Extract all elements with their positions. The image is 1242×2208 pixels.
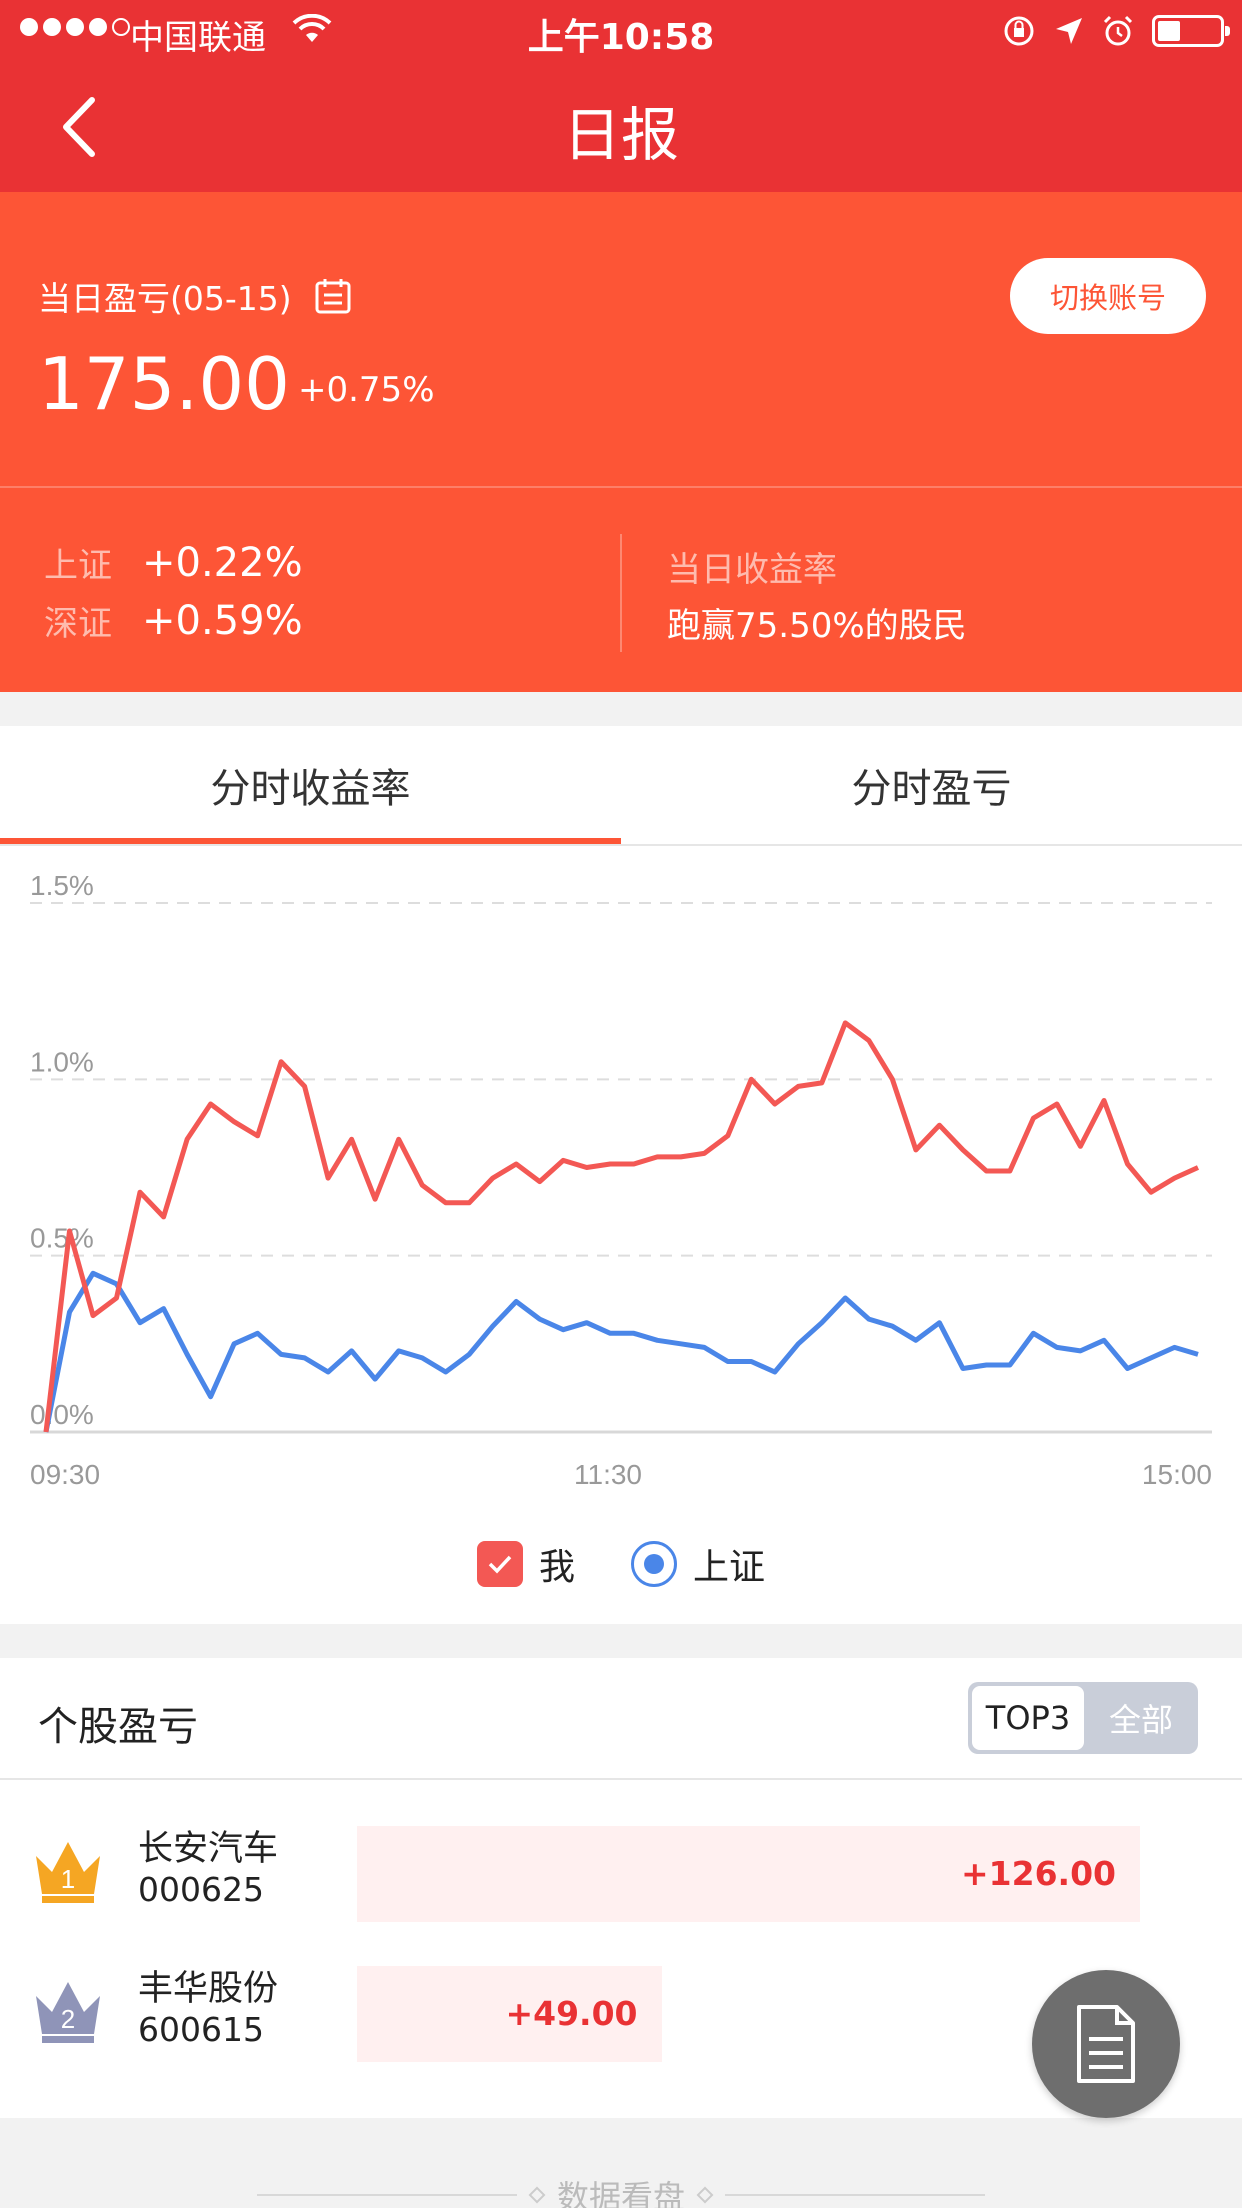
pnl-bar: [357, 1966, 662, 2062]
segment-all[interactable]: 全部: [1108, 1701, 1173, 1739]
pnl-value: +126.00: [961, 1854, 1116, 1893]
y-tick-label: 0.0%: [30, 1399, 94, 1430]
checkbox-checked-icon[interactable]: [476, 1541, 523, 1587]
series-line: [43, 1020, 1200, 1433]
index-sz-name: 深证: [44, 604, 112, 644]
rank-number: 1: [61, 1864, 75, 1894]
daily-summary: 当日盈亏(05-15) 175.00 +0.75% 切换账号 上证 +0.22%…: [0, 192, 1242, 692]
daily-pnl-label-row: 当日盈亏(05-15): [38, 272, 352, 320]
footer-label-text: 数据看盘: [556, 2178, 685, 2208]
x-tick-label: 15:00: [1142, 1459, 1212, 1490]
legend-label-me: 我: [538, 1547, 575, 1588]
footer-section-label: 数据看盘: [0, 2172, 1242, 2208]
legend-item-me[interactable]: 我: [476, 1538, 575, 1590]
index-sz-value: +0.59%: [142, 597, 303, 644]
index-sh-value: +0.22%: [142, 539, 303, 586]
stock-code: 600615: [138, 2010, 264, 2049]
index-sz-row: 深证 +0.59%: [44, 596, 303, 645]
switch-account-button[interactable]: 切换账号: [1010, 258, 1206, 334]
x-tick-label: 11:30: [574, 1459, 642, 1490]
stock-pnl-title: 个股盈亏: [38, 1704, 198, 1750]
intraday-chart-card: 分时收益率 分时盈亏 0.0% 0.5% 1.0% 1.5% 09:30 11:30 15:…: [0, 726, 1242, 1624]
daily-pnl-value: 175.00: [38, 342, 290, 426]
back-arrow-icon[interactable]: [50, 92, 110, 162]
report-fab-button[interactable]: [1032, 1970, 1180, 2118]
stock-list-divider: [0, 1778, 1242, 1780]
tab-intraday-return[interactable]: 分时收益率: [210, 766, 411, 812]
summary-vertical-divider: [620, 534, 622, 652]
daily-pnl-percent: +0.75%: [298, 370, 435, 410]
index-sh-name: 上证: [44, 546, 112, 586]
stock-code: 000625: [138, 1870, 264, 1909]
legend-item-sh[interactable]: 上证: [631, 1538, 765, 1590]
tab-intraday-pnl[interactable]: 分时盈亏: [851, 766, 1012, 812]
index-sh-row: 上证 +0.22%: [44, 538, 303, 587]
signal-strength-icon: [20, 18, 130, 36]
stock-name: 长安汽车: [138, 1829, 279, 1869]
stock-name: 丰华股份: [138, 1969, 279, 2009]
x-tick-label: 09:30: [30, 1459, 100, 1490]
stock-row[interactable]: 1 长安汽车 000625 +126.00: [0, 1814, 1242, 1934]
summary-divider: [0, 486, 1242, 488]
calendar-icon[interactable]: [314, 277, 352, 315]
stock-row[interactable]: 2 丰华股份 600615 +49.00: [0, 1954, 1242, 2074]
pnl-value: +49.00: [505, 1994, 638, 2033]
document-icon: [1077, 2005, 1135, 2083]
return-rate-rank: 跑赢75.50%的股民: [667, 606, 967, 646]
status-time: 上午10:58: [527, 17, 715, 58]
page-title: 日报: [562, 101, 679, 169]
y-tick-label: 0.5%: [30, 1223, 94, 1254]
active-tab-indicator: [0, 838, 621, 845]
alarm-icon: [1103, 15, 1133, 46]
rotation-lock-icon: [1004, 16, 1034, 46]
intraday-return-chart: 0.0% 0.5% 1.0% 1.5% 09:30 11:30 15:00: [30, 870, 1212, 1490]
daily-pnl-label: 当日盈亏(05-15): [38, 279, 292, 318]
chart-legend: 我 上证: [0, 1538, 1242, 1590]
tab-divider: [0, 844, 1242, 846]
pnl-bar: [357, 1826, 1140, 1922]
segment-top3[interactable]: TOP3: [972, 1686, 1084, 1750]
rank-number: 2: [61, 2004, 75, 2034]
battery-icon: [1152, 15, 1230, 47]
legend-label-sh: 上证: [693, 1547, 766, 1588]
y-tick-label: 1.0%: [30, 1046, 94, 1077]
range-segmented-control: TOP3 全部: [968, 1682, 1198, 1754]
series-line: [43, 1270, 1199, 1433]
nav-bar: 日报: [0, 62, 1242, 192]
status-bar: 中国联通 上午10:58: [0, 0, 1242, 62]
crown-rank-icon: 1: [36, 1842, 100, 1903]
crown-rank-icon: 2: [36, 1982, 100, 2043]
return-rate-label: 当日收益率: [667, 550, 837, 590]
location-icon: [1056, 18, 1082, 44]
wifi-icon: [292, 14, 332, 42]
y-tick-label: 1.5%: [30, 870, 94, 901]
radio-selected-icon[interactable]: [631, 1541, 677, 1587]
carrier-label: 中国联通: [130, 18, 266, 58]
